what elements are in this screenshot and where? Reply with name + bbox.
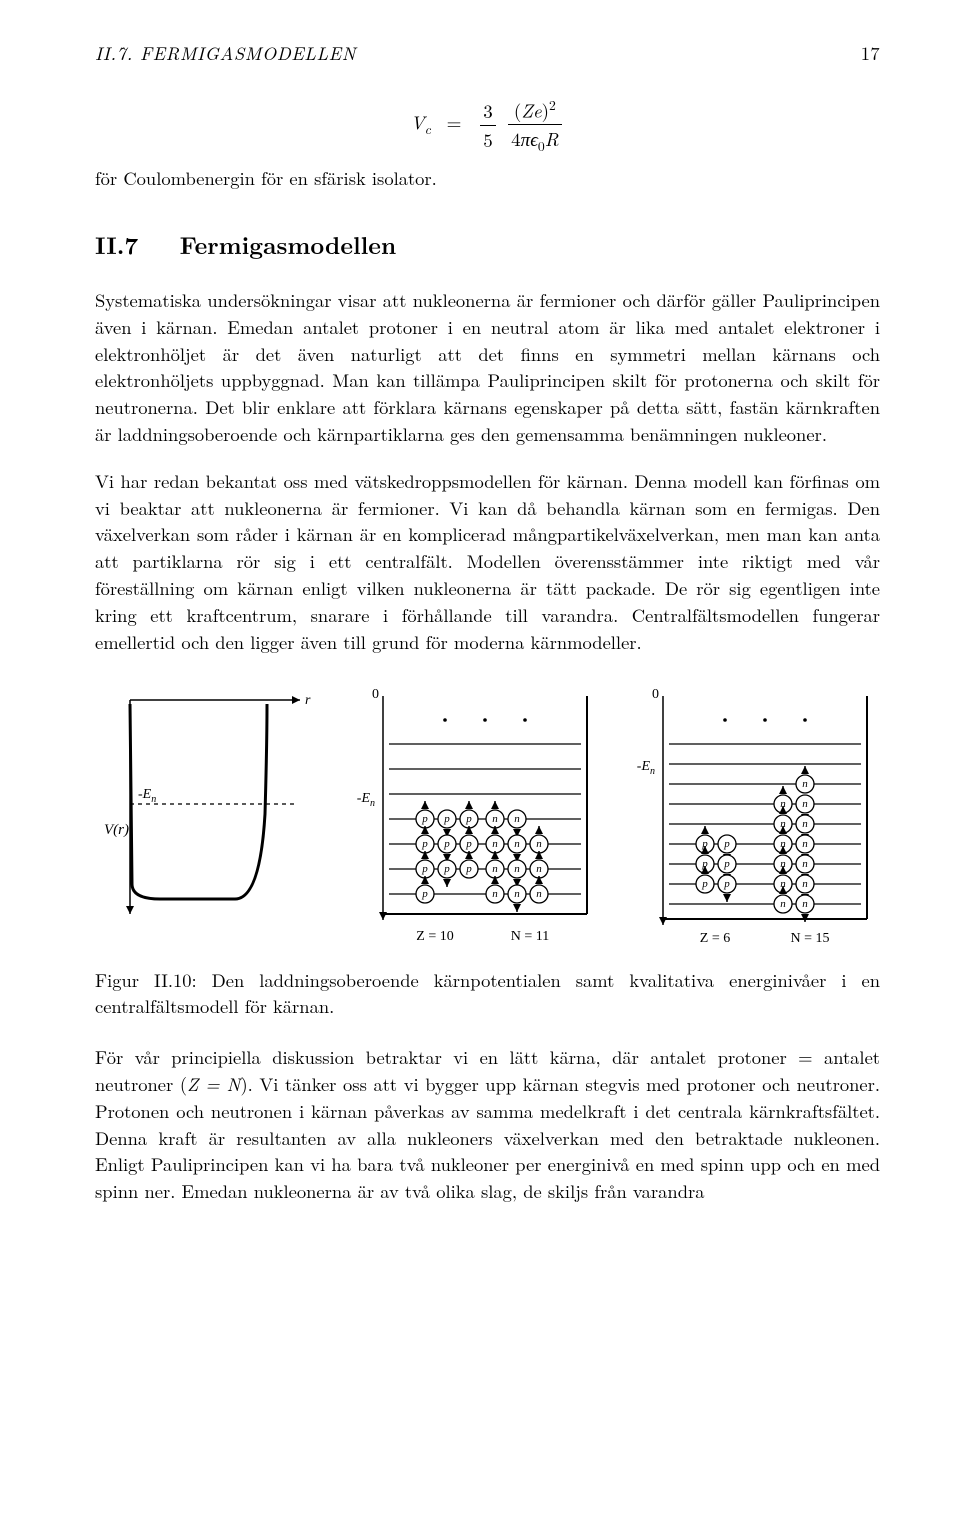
svg-text:-En: -En — [138, 787, 156, 805]
svg-text:p: p — [465, 838, 472, 850]
equation-coulomb-energy: Vc = 3 5 (Ze)2 4πϵ0R — [95, 95, 880, 156]
eq-lhs-sub: c — [425, 119, 431, 138]
svg-text:p: p — [723, 838, 730, 850]
svg-text:p: p — [421, 863, 428, 875]
svg-text:p: p — [723, 858, 730, 870]
svg-text:p: p — [421, 888, 428, 900]
svg-text:n: n — [492, 863, 498, 875]
svg-text:p: p — [421, 838, 428, 850]
paragraph-3: För vår principiella diskussion betrakta… — [95, 1044, 880, 1205]
svg-text:0: 0 — [372, 687, 379, 702]
svg-text:p: p — [465, 863, 472, 875]
paragraph-2: Vi har redan bekantat oss med vätskedrop… — [95, 468, 880, 656]
figure-ii-10: r-EnV(r) 0-EnpppnnpppnnnpppnnnpnnnZ = 10… — [95, 684, 880, 949]
figure-panel-c: 0-EnnnnnnppnnppnnppnnnnZ = 6N = 15 — [615, 684, 880, 949]
svg-text:n: n — [492, 888, 498, 900]
svg-text:n: n — [514, 888, 520, 900]
svg-text:p: p — [465, 813, 472, 825]
equation-followup: för Coulombenergin för en sfärisk isolat… — [95, 165, 880, 192]
svg-text:n: n — [780, 898, 786, 910]
eq-frac1: 3 5 — [480, 97, 496, 153]
svg-text:n: n — [514, 813, 520, 825]
figure-panel-b: 0 -En p p p n n p p p n n n p p p n n n p n n n Z = 10 N = 11 — [335, 684, 600, 949]
section-number: II.7 — [95, 228, 138, 262]
svg-text:n: n — [536, 888, 542, 900]
svg-text:0: 0 — [652, 687, 659, 702]
svg-text:-En: -En — [637, 759, 655, 777]
svg-text:n: n — [802, 838, 808, 850]
svg-text:n: n — [492, 838, 498, 850]
eq-lhs-var: V — [410, 108, 424, 135]
svg-text:-En: -En — [357, 791, 375, 809]
svg-text:p: p — [723, 878, 730, 890]
svg-text:n: n — [802, 878, 808, 890]
figure-panel-a: r -En V(r) — [95, 684, 320, 949]
svg-text:n: n — [514, 838, 520, 850]
svg-text:p: p — [443, 863, 450, 875]
svg-text:Z = 6: Z = 6 — [700, 931, 730, 946]
svg-text:p: p — [421, 813, 428, 825]
paragraph-1: Systematiska undersökningar visar att nu… — [95, 287, 880, 448]
svg-text:n: n — [802, 898, 808, 910]
svg-text:n: n — [514, 863, 520, 875]
svg-text:n: n — [802, 858, 808, 870]
header-left: II.7. FERMIGASMODELLEN — [95, 40, 356, 67]
svg-text:p: p — [443, 813, 450, 825]
svg-text:V(r): V(r) — [104, 822, 129, 838]
svg-text:n: n — [536, 838, 542, 850]
svg-text:n: n — [802, 818, 808, 830]
svg-text:Z = 10: Z = 10 — [416, 929, 453, 944]
running-header: II.7. FERMIGASMODELLEN 17 — [95, 40, 880, 67]
svg-text:r: r — [305, 693, 311, 708]
page-number: 17 — [861, 40, 880, 67]
svg-text:n: n — [536, 863, 542, 875]
figure-caption: Figur II.10: Den laddningsoberoende kärn… — [95, 967, 880, 1021]
svg-text:N = 11: N = 11 — [511, 929, 550, 944]
svg-text:N = 15: N = 15 — [790, 931, 829, 946]
section-title: Fermigasmodellen — [180, 228, 397, 262]
svg-text:n: n — [802, 778, 808, 790]
svg-text:n: n — [802, 798, 808, 810]
svg-text:n: n — [492, 813, 498, 825]
section-heading: II.7 Fermigasmodellen — [95, 228, 880, 263]
svg-text:p: p — [443, 838, 450, 850]
eq-frac2: (Ze)2 4πϵ0R — [508, 95, 561, 156]
svg-text:p: p — [701, 878, 708, 890]
